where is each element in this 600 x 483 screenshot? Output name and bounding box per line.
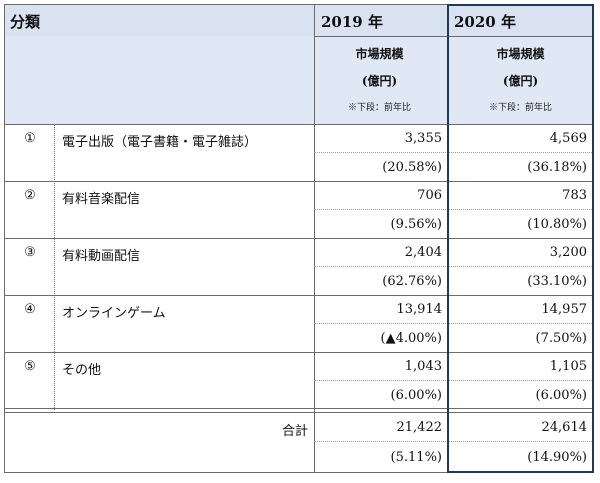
year-2020-header: 2020 年 (454, 13, 516, 31)
row-sep-2 (4, 238, 594, 239)
year-2019-header: 2019 年 (321, 13, 383, 31)
row-sep-1 (4, 181, 594, 182)
row4-dotted (314, 323, 594, 324)
header-subrow (4, 36, 594, 124)
value-2020: 14,957 (541, 302, 588, 317)
ratio-2019: (62.76%) (382, 274, 442, 289)
header-split-line (314, 36, 594, 37)
value-2020: 3,200 (549, 245, 587, 260)
ratio-2020: (33.10%) (527, 274, 587, 289)
header-row (4, 4, 594, 36)
note-2019: ※下段：前年比 (347, 103, 411, 113)
total-ratio-2019: (5.11%) (390, 450, 442, 465)
market-size-2019-title: 市場規模 (355, 47, 404, 61)
header-bottom-line (4, 124, 594, 125)
category-header: 分類 (10, 13, 41, 31)
ratio-2020: (10.80%) (527, 217, 587, 232)
row-index: ① (24, 131, 36, 146)
row2-dotted (314, 209, 594, 210)
row3-dotted (314, 266, 594, 267)
market-size-table: 分類 2019 年 2020 年 市場規模 (億円) ※下段：前年比 市場規模 … (4, 4, 594, 473)
row1-dotted (314, 152, 594, 153)
row-sep-3 (4, 295, 594, 296)
value-2020: 1,105 (549, 359, 587, 374)
total-dotted (314, 441, 594, 442)
row-sep-5b (4, 412, 594, 413)
border-top (4, 4, 594, 5)
row-label: 電子出版（電子書籍・電子雑誌） (62, 135, 258, 150)
row-label: オンラインゲーム (62, 306, 166, 321)
row5-dotted (314, 380, 594, 381)
value-2019: 706 (417, 188, 442, 203)
ratio-2019: (20.58%) (382, 160, 442, 175)
note-2020: ※下段：前年比 (488, 103, 552, 113)
index-divider (54, 124, 55, 410)
value-2019: 2,404 (404, 245, 442, 260)
row-index: ② (24, 188, 36, 203)
total-ratio-2020: (14.90%) (527, 450, 587, 465)
unit-2020: (億円) (502, 74, 539, 88)
value-2019: 3,355 (404, 131, 442, 146)
row-label: その他 (62, 363, 102, 378)
row-sep-4 (4, 352, 594, 353)
value-2019: 13,914 (396, 302, 443, 317)
row-index: ③ (24, 245, 36, 260)
ratio-2020: (36.18%) (527, 160, 587, 175)
row-label: 有料音楽配信 (62, 192, 141, 207)
ratio-2019: (▲4.00%) (380, 331, 442, 346)
ratio-2020: (7.50%) (535, 331, 587, 346)
ratio-2019: (6.00%) (390, 388, 442, 403)
total-value-2020: 24,614 (541, 420, 588, 435)
row-index: ④ (24, 302, 36, 317)
total-value-2019: 21,422 (396, 420, 443, 435)
row-label: 有料動画配信 (62, 249, 141, 264)
value-2020: 4,569 (549, 131, 587, 146)
total-label: 合計 (281, 424, 308, 439)
highlight-2020-frame (447, 4, 594, 473)
market-size-2020-title: 市場規模 (496, 47, 545, 61)
value-2020: 783 (562, 188, 587, 203)
unit-2019: (億円) (361, 74, 398, 88)
row-index: ⑤ (24, 359, 36, 374)
row-sep-5a (4, 408, 594, 409)
ratio-2019: (9.56%) (390, 217, 442, 232)
ratio-2020: (6.00%) (535, 388, 587, 403)
value-2019: 1,043 (404, 359, 442, 374)
border-bottom (4, 472, 594, 473)
